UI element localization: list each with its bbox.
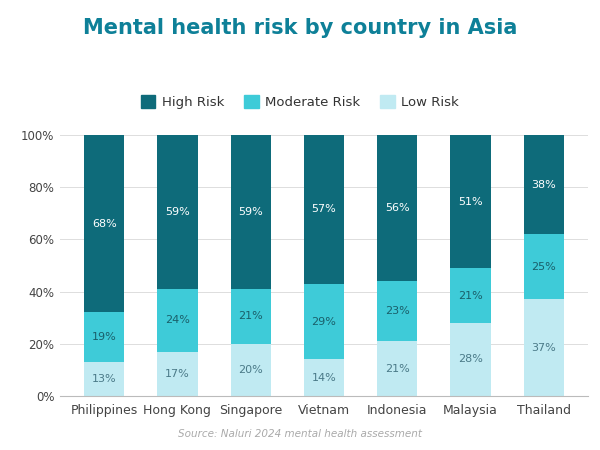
Bar — [157, 351, 197, 396]
Text: 56%: 56% — [385, 203, 410, 213]
Bar — [84, 135, 124, 312]
Bar — [377, 135, 418, 281]
Text: Mental health risk by country in Asia: Mental health risk by country in Asia — [83, 18, 517, 38]
Bar — [524, 299, 564, 396]
Text: 25%: 25% — [532, 262, 556, 272]
Text: 24%: 24% — [165, 315, 190, 325]
Bar — [157, 289, 197, 351]
Text: 21%: 21% — [385, 364, 410, 374]
Text: 51%: 51% — [458, 197, 483, 207]
Text: 19%: 19% — [92, 332, 116, 342]
Bar — [304, 360, 344, 396]
Text: 23%: 23% — [385, 306, 410, 316]
Text: 57%: 57% — [311, 204, 337, 214]
Text: 17%: 17% — [165, 369, 190, 379]
Bar — [84, 362, 124, 396]
Text: 28%: 28% — [458, 355, 483, 365]
Text: 29%: 29% — [311, 317, 337, 327]
Bar — [230, 135, 271, 289]
Bar — [377, 341, 418, 396]
Text: 38%: 38% — [532, 180, 556, 189]
Bar — [524, 135, 564, 234]
Bar — [451, 135, 491, 268]
Bar — [84, 312, 124, 362]
Bar — [230, 344, 271, 396]
Bar — [304, 284, 344, 360]
Text: 21%: 21% — [458, 291, 483, 301]
Text: 20%: 20% — [238, 365, 263, 375]
Bar — [377, 281, 418, 341]
Bar — [524, 234, 564, 299]
Text: Source: Naluri 2024 mental health assessment: Source: Naluri 2024 mental health assess… — [178, 429, 422, 439]
Text: 37%: 37% — [532, 343, 556, 353]
Legend: High Risk, Moderate Risk, Low Risk: High Risk, Moderate Risk, Low Risk — [136, 90, 464, 114]
Bar — [304, 135, 344, 284]
Bar — [451, 323, 491, 396]
Text: 21%: 21% — [238, 311, 263, 321]
Text: 13%: 13% — [92, 374, 116, 384]
Text: 59%: 59% — [165, 207, 190, 217]
Bar — [157, 135, 197, 289]
Bar — [451, 268, 491, 323]
Text: 14%: 14% — [311, 373, 337, 383]
Text: 59%: 59% — [238, 207, 263, 217]
Text: 68%: 68% — [92, 219, 116, 229]
Bar — [230, 289, 271, 344]
